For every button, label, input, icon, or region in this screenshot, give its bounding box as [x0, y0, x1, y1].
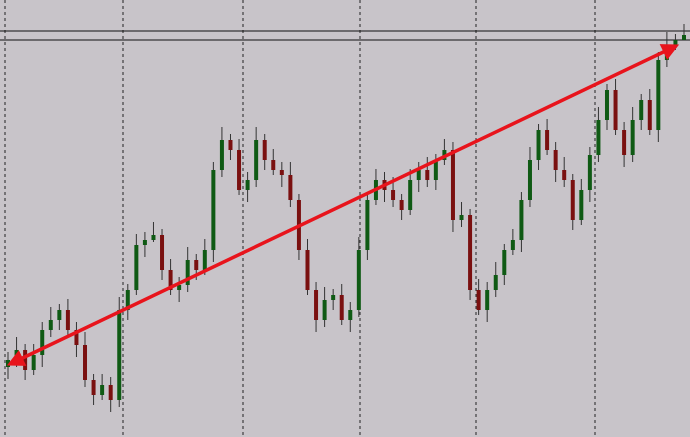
candle-body: [356, 250, 361, 310]
candle-body: [527, 160, 532, 200]
candle-body: [314, 290, 319, 320]
candle-body: [502, 250, 507, 275]
candle-body: [142, 240, 147, 245]
candle-body: [219, 140, 224, 170]
candle-body: [682, 35, 686, 40]
candle-body: [630, 120, 635, 155]
candle-body: [408, 180, 413, 210]
candle-body: [468, 215, 473, 290]
candle-body: [83, 345, 88, 380]
candle-body: [673, 40, 678, 45]
candle-body: [459, 215, 464, 220]
candle-body: [271, 160, 276, 170]
candle-body: [23, 350, 28, 370]
candle-body: [596, 120, 601, 155]
candle-body: [647, 100, 652, 130]
candle-body: [322, 300, 327, 320]
candle-body: [365, 200, 370, 250]
candle-body: [254, 140, 259, 180]
candle-body: [416, 170, 421, 180]
candle-body: [519, 200, 524, 240]
candle-body: [288, 175, 293, 200]
candle-body: [331, 295, 336, 300]
candle-body: [6, 360, 10, 367]
candle-body: [536, 130, 541, 160]
candle-body: [100, 385, 105, 395]
candle-body: [237, 150, 242, 190]
candle-body: [211, 170, 216, 250]
candle-body: [57, 310, 62, 320]
candle-body: [639, 100, 644, 120]
candle-body: [91, 380, 96, 395]
candle-body: [425, 170, 430, 180]
candle-body: [194, 260, 199, 270]
candle-body: [117, 310, 122, 400]
candle-body: [604, 90, 609, 120]
candle-body: [485, 290, 490, 310]
candle-body: [48, 320, 53, 330]
candle-body: [613, 90, 618, 130]
candle-body: [108, 385, 113, 400]
candle-body: [151, 235, 156, 240]
candle-body: [245, 180, 250, 190]
candle-body: [279, 170, 284, 175]
candle-body: [570, 180, 575, 220]
candle-body: [31, 355, 36, 370]
candle-body: [348, 310, 353, 320]
candle-body: [510, 240, 515, 250]
candle-body: [656, 60, 661, 130]
candle-body: [160, 235, 165, 270]
candle-body: [399, 200, 404, 210]
candle-body: [622, 130, 627, 155]
candle-body: [391, 190, 396, 200]
candle-body: [493, 275, 498, 290]
candle-body: [587, 155, 592, 190]
candle-body: [476, 290, 481, 310]
candle-body: [134, 245, 139, 290]
candle-body: [305, 250, 310, 290]
candle-body: [339, 295, 344, 320]
candle-body: [262, 140, 267, 160]
candle-body: [579, 190, 584, 220]
trend-arrow: [6, 44, 680, 366]
candle-body: [40, 330, 45, 355]
candle-body: [553, 150, 558, 170]
candle-body: [202, 250, 207, 270]
candle-body: [228, 140, 233, 150]
candle-body: [545, 130, 550, 150]
candle-body: [65, 310, 70, 330]
candle-body: [450, 150, 455, 220]
candle-body: [562, 170, 567, 180]
